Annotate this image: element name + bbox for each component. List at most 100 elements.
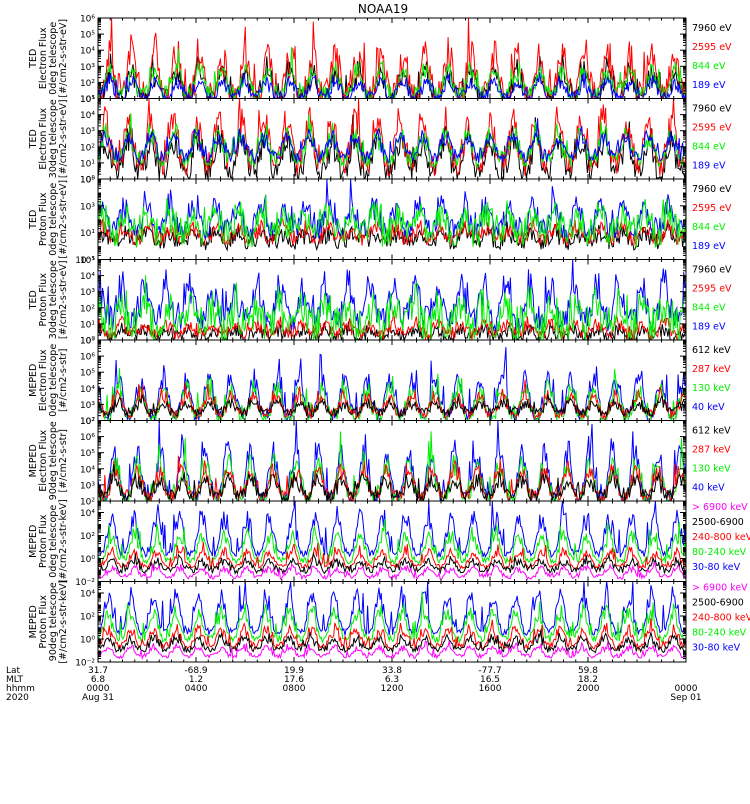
y-axis-label-line: [#/cm2-s-str-eV] <box>58 99 69 178</box>
panel-8: 10⁻² 10⁰ 10² 10⁴ MEPED Proton Flux 90deg teles… <box>28 580 750 669</box>
y-tick-label: 10⁴ <box>80 111 95 121</box>
y-axis-label-line: [#/cm2-s-str-eV] <box>58 19 69 98</box>
legend-entry: 30-80 keV <box>692 562 741 573</box>
series-80-240-keV <box>98 519 686 565</box>
series-80-240-keV <box>98 591 686 644</box>
y-tick-label: 10² <box>80 498 95 508</box>
y-tick-label: 10⁵ <box>80 31 95 41</box>
y-tick-label: 10² <box>80 304 95 314</box>
panel-8-series <box>98 581 686 661</box>
series-7960-eV <box>98 114 686 179</box>
y-axis-label-line: TED <box>28 129 39 149</box>
legend-entry: 287 keV <box>692 445 731 456</box>
y-tick-label: 10³ <box>80 401 95 411</box>
legend-entry: 844 eV <box>692 142 726 153</box>
y-axis-label-line: Electron Flux <box>38 27 49 89</box>
y-axis-label-line: Proton Flux <box>38 192 49 246</box>
series-844-eV <box>98 275 686 340</box>
y-axis-label-line: 30deg telescope <box>48 260 59 339</box>
y-tick-label: 10¹ <box>80 320 95 330</box>
legend-entry: 189 eV <box>692 80 726 91</box>
y-tick-label: 10⁷ <box>80 337 95 347</box>
y-axis-label-line: 90deg telescope <box>48 582 59 661</box>
y-axis-label-line: [#/cm2-s-str-eV] <box>58 260 69 339</box>
y-tick-label: 10¹ <box>80 229 95 239</box>
series-30-80-keV <box>98 581 686 637</box>
x-tick-mlt: 1.2 <box>189 675 203 685</box>
x-tick-date: Sep 01 <box>670 693 701 703</box>
y-axis-label-line: 0deg telescope <box>48 344 59 417</box>
series-844-eV <box>98 113 686 169</box>
legend-entry: 2595 eV <box>692 203 732 214</box>
y-axis-label-line: Proton Flux <box>38 273 49 327</box>
y-tick-label: 10⁵ <box>80 95 95 105</box>
x-tick-hhmm: 1200 <box>381 684 404 694</box>
y-tick-label: 10⁶ <box>80 353 95 363</box>
series-612-keV <box>98 393 686 419</box>
y-tick-label: 10³ <box>80 481 95 491</box>
series-30-80-keV <box>98 501 686 559</box>
y-tick-label: 10³ <box>80 288 95 298</box>
y-tick-label: 10⁴ <box>80 385 95 395</box>
series-844-eV <box>98 46 686 99</box>
y-tick-label: 10² <box>80 613 95 623</box>
legend-entry: 7960 eV <box>692 184 732 195</box>
y-axis-label-line: 0deg telescope <box>48 22 59 95</box>
legend-entry: 40 keV <box>692 483 725 494</box>
y-tick-label: 10⁴ <box>80 590 95 600</box>
panel-4-series <box>98 259 686 340</box>
y-axis-label-line: Proton Flux <box>38 514 49 568</box>
legend-entry: 844 eV <box>692 303 726 314</box>
y-axis-label-line: TED <box>28 210 39 230</box>
y-axis-label-line: MEPED <box>28 364 39 397</box>
y-tick-label: 10² <box>80 143 95 153</box>
legend-entry: 189 eV <box>692 322 726 333</box>
x-tick-lat: -77.7 <box>478 666 501 676</box>
y-tick-label: 10⁴ <box>80 47 95 57</box>
y-axis-label-line: [#/cm2-s-str-keV] <box>58 580 69 664</box>
y-tick-label: 10³ <box>80 63 95 73</box>
y-axis-label-line: 90deg telescope <box>48 421 59 500</box>
legend-entry: 844 eV <box>692 61 726 72</box>
y-axis-label-line: [#/cm2-s-str] <box>58 349 69 412</box>
legend-entry: 844 eV <box>692 222 726 233</box>
y-tick-label: 10⁰ <box>80 636 95 646</box>
series-2595-eV <box>98 310 686 340</box>
y-axis-label-line: [#/cm2-s-str] <box>58 429 69 492</box>
y-tick-label: 10⁵ <box>80 449 95 459</box>
y-tick-label: 10³ <box>80 202 95 212</box>
legend-entry: 612 keV <box>692 426 731 437</box>
x-tick-lat: 19.9 <box>284 666 304 676</box>
legend-entry: 240-800 keV <box>692 532 750 543</box>
y-axis-label-line: MEPED <box>28 605 39 638</box>
legend-entry: 2595 eV <box>692 284 732 295</box>
x-tick-mlt: 16.5 <box>480 675 500 685</box>
x-tick-mlt: 6.8 <box>91 675 106 685</box>
y-axis-label-line: 30deg telescope <box>48 99 59 178</box>
x-tick-mlt: 17.6 <box>284 675 304 685</box>
y-tick-label: 10⁰ <box>80 337 95 347</box>
y-tick-label: 10⁻² <box>75 578 95 588</box>
panel-4: 10⁰ 10¹ 10² 10³ 10⁴ 10⁵ TED Proton Flux 30deg te… <box>28 256 732 347</box>
y-tick-label: 10⁵ <box>80 256 95 266</box>
y-axis-label-line: MEPED <box>28 525 39 558</box>
y-tick-label: 10² <box>80 417 95 427</box>
x-tick-mlt: 18.2 <box>578 675 598 685</box>
series-2500-6900 <box>98 629 686 654</box>
panel-2: 10⁰ 10¹ 10² 10³ 10⁴ 10⁵ TED Electron Flux 30deg … <box>28 95 732 186</box>
series-189-eV <box>98 118 686 165</box>
x-tick-hhmm: 2000 <box>577 684 600 694</box>
series-612-keV <box>98 463 686 501</box>
y-tick-label: 10¹ <box>80 159 95 169</box>
y-axis-label-line: 0deg telescope <box>48 505 59 578</box>
series-844-eV <box>98 194 686 248</box>
y-tick-label: 10⁶ <box>80 433 95 443</box>
x-tick-lat: 33.8 <box>382 666 402 676</box>
x-row-label: 2020 <box>6 693 29 703</box>
x-tick-mlt: 6.3 <box>385 675 399 685</box>
legend-entry: 7960 eV <box>692 265 732 276</box>
panel-1-series <box>98 18 686 99</box>
x-tick-hhmm: 0800 <box>283 684 306 694</box>
